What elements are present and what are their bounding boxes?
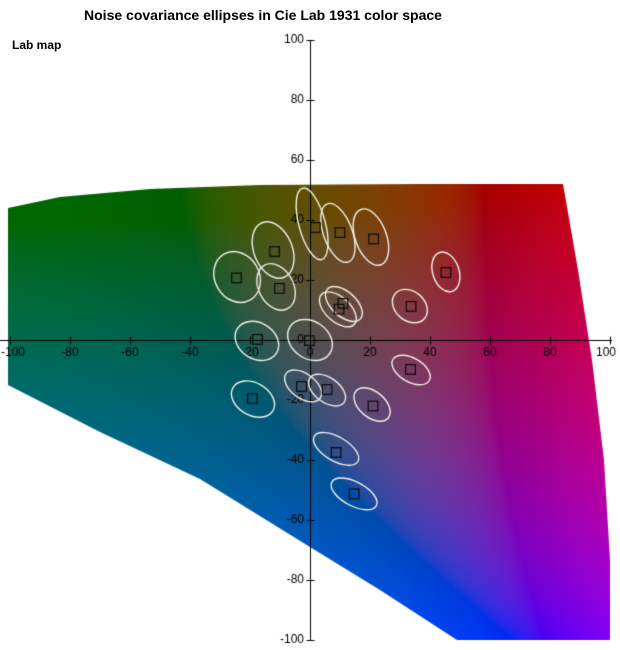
lab-map-label: Lab map (12, 38, 62, 52)
chart-title: Noise covariance ellipses in Cie Lab 193… (84, 7, 442, 23)
